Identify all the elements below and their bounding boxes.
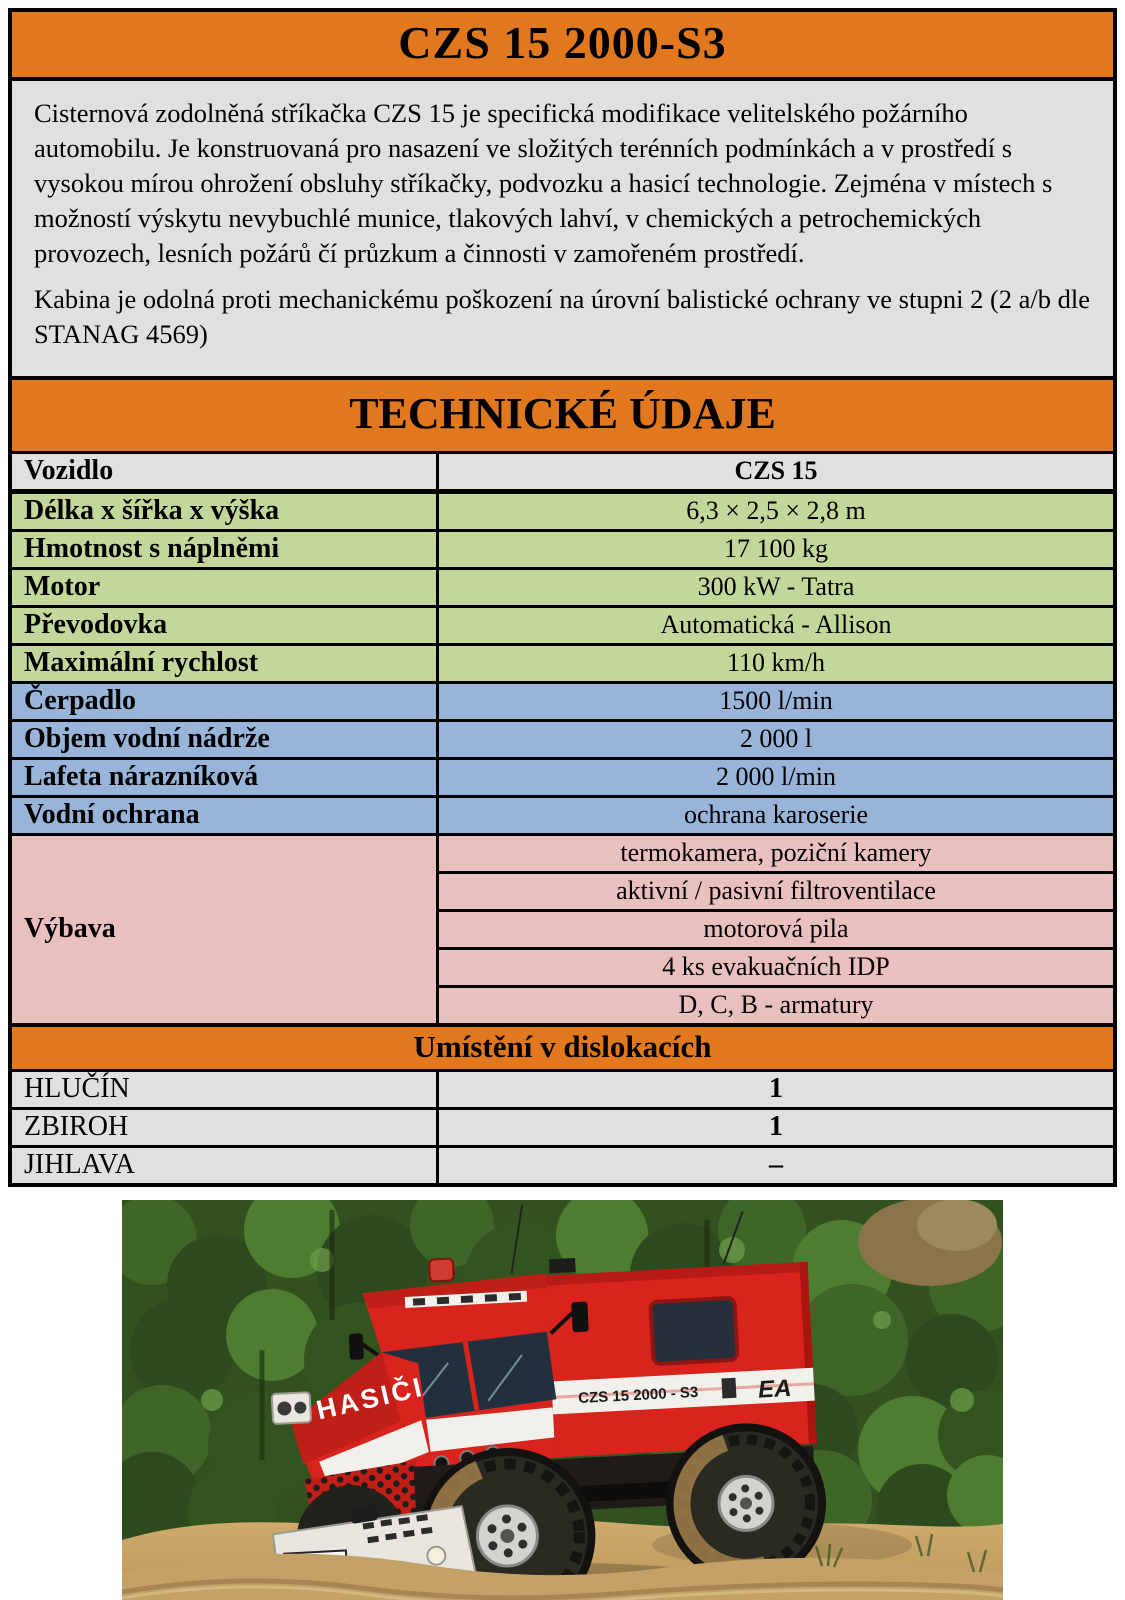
equipment-item: 4 ks evakuačních IDP	[439, 946, 1113, 985]
truck-photo-illustration: CZS 15 2000 - S3 EA	[122, 1199, 1003, 1600]
tech-data-header: TECHNICKÉ ÚDAJE	[12, 375, 1113, 454]
row-value: Automatická - Allison	[660, 610, 892, 640]
rear-wheel	[673, 1430, 819, 1576]
equipment-item: termokamera, poziční kamery	[620, 838, 932, 868]
location-label: JIHLAVA	[12, 1147, 439, 1183]
location-value: 1	[769, 1111, 783, 1143]
table-row-transmission: Převodovka Automatická - Allison	[12, 604, 1113, 643]
row-value: 6,3 × 2,5 × 2,8 m	[686, 496, 866, 526]
truck-photo: CZS 15 2000 - S3 EA	[122, 1199, 1003, 1600]
table-row-monitor: Lafeta nárazníková 2 000 l/min	[12, 756, 1113, 795]
location-label: ZBIROH	[12, 1109, 439, 1145]
row-label: Vozidlo	[12, 453, 439, 489]
equipment-item: D, C, B - armatury	[439, 984, 1113, 1023]
row-value: CZS 15	[734, 456, 818, 486]
row-value: 17 100 kg	[724, 534, 828, 564]
row-label: Lafeta nárazníková	[12, 759, 439, 795]
equipment-item: motorová pila	[439, 908, 1113, 947]
datasheet-document: CZS 15 2000-S3 Cisternová zodolněná stří…	[8, 8, 1117, 1187]
locations-header: Umístění v dislokacích	[12, 1022, 1113, 1072]
row-value: 110 km/h	[727, 648, 825, 678]
row-label: Motor	[12, 569, 439, 605]
table-row-max-speed: Maximální rychlost 110 km/h	[12, 642, 1113, 681]
table-row-equipment: Výbava termokamera, poziční kamery aktiv…	[12, 832, 1113, 1023]
description-box: Cisternová zodolněná stříkačka CZS 15 je…	[12, 80, 1113, 376]
row-label: Čerpadlo	[12, 683, 439, 719]
location-row-hlucin: HLUČÍN 1	[12, 1071, 1113, 1107]
row-value: 1500 l/min	[719, 686, 833, 716]
row-value: 2 000 l	[739, 724, 813, 754]
row-label: Výbava	[12, 835, 439, 1023]
ea-logo: EA	[757, 1375, 792, 1404]
row-label: Maximální rychlost	[12, 645, 439, 681]
table-row-vehicle: Vozidlo CZS 15	[12, 453, 1113, 489]
description-paragraph-1: Cisternová zodolněná stříkačka CZS 15 je…	[34, 97, 1053, 268]
row-value: ochrana karoserie	[683, 800, 869, 830]
table-row-weight: Hmotnost s náplněmi 17 100 kg	[12, 528, 1113, 567]
page-title: CZS 15 2000-S3	[12, 12, 1113, 81]
row-label: Objem vodní nádrže	[12, 721, 439, 757]
table-row-water-protection: Vodní ochrana ochrana karoserie	[12, 794, 1113, 833]
row-label: Hmotnost s náplněmi	[12, 531, 439, 567]
truck-side-label: CZS 15 2000 - S3	[578, 1383, 699, 1406]
table-row-dimensions: Délka x šířka x výška 6,3 × 2,5 × 2,8 m	[12, 488, 1113, 529]
table-row-engine: Motor 300 kW - Tatra	[12, 566, 1113, 605]
sand-foreground	[122, 1533, 1003, 1600]
location-value: 1	[769, 1073, 783, 1105]
location-row-jihlava: JIHLAVA –	[12, 1144, 1113, 1183]
location-value: –	[769, 1149, 783, 1181]
equipment-list: termokamera, poziční kamery aktivní / pa…	[439, 836, 1113, 1023]
location-label: HLUČÍN	[12, 1071, 439, 1107]
row-value: 300 kW - Tatra	[697, 572, 855, 602]
row-value: 2 000 l/min	[716, 762, 836, 792]
table-row-pump: Čerpadlo 1500 l/min	[12, 680, 1113, 719]
row-label: Vodní ochrana	[12, 797, 439, 833]
table-row-water-tank: Objem vodní nádrže 2 000 l	[12, 718, 1113, 757]
fire-truck: CZS 15 2000 - S3 EA	[270, 1204, 827, 1600]
row-label: Délka x šířka x výška	[12, 493, 439, 529]
equipment-item: aktivní / pasivní filtroventilace	[439, 870, 1113, 909]
row-label: Převodovka	[12, 607, 439, 643]
description-paragraph-2: Kabina je odolná proti mechanickému pošk…	[34, 283, 1091, 349]
location-row-zbiroh: ZBIROH 1	[12, 1106, 1113, 1145]
